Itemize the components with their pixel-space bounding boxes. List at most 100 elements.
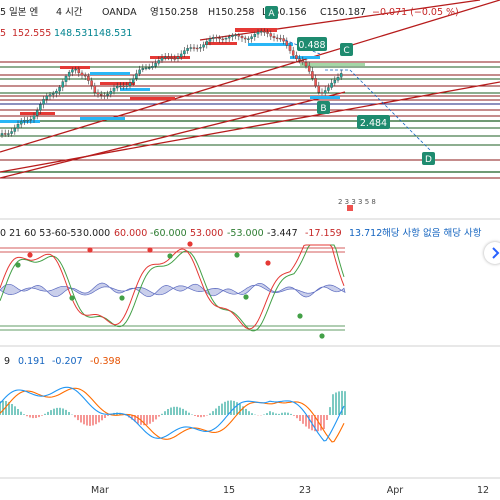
- candle-body: [55, 90, 58, 94]
- candle-body: [67, 71, 71, 77]
- wave-c-text: C: [343, 46, 349, 56]
- stoch-cross-dot: [167, 253, 173, 259]
- candle-body: [195, 47, 199, 50]
- candle-body: [7, 133, 10, 135]
- candle-body: [103, 95, 106, 97]
- candle-body: [141, 68, 145, 71]
- candle-body: [170, 57, 173, 59]
- header-open: 영150.258: [150, 7, 198, 18]
- stoch-cross-dot: [119, 295, 125, 301]
- macd-v2: -0.207: [52, 356, 83, 367]
- stoch-cross-dot: [319, 333, 325, 339]
- x-axis[interactable]: Mar 15 23 Apr 12: [91, 485, 489, 496]
- symbol-header[interactable]: 5 일본 엔 4 시간 OANDA 영150.258 H150.258 L150…: [0, 7, 459, 18]
- main-price-pane[interactable]: 5 일본 엔 4 시간 OANDA 영150.258 H150.258 L150…: [0, 0, 500, 211]
- header-change: −0.071 (−0.05 %): [372, 7, 459, 18]
- chevron-right-icon: [492, 247, 500, 259]
- candle-body: [144, 67, 148, 70]
- candle-body: [125, 85, 129, 87]
- stoch-v3: -60.000: [150, 228, 187, 239]
- stoch-v5: -53.000: [227, 228, 264, 239]
- stoch-legend: 0 21 60 53-60-53 0.000 60.000 -60.000 53…: [0, 227, 482, 239]
- trendlines[interactable]: [0, 0, 500, 179]
- x-axis-label-apr: Apr: [387, 485, 404, 496]
- candle-body: [93, 85, 97, 93]
- candle-body: [295, 55, 298, 59]
- candle-body: [336, 77, 340, 81]
- candle-body: [99, 94, 103, 96]
- wave-badge-c[interactable]: C: [340, 43, 353, 56]
- candle-body: [42, 99, 45, 105]
- macd-v3: -0.398: [90, 356, 121, 367]
- candle-body: [311, 71, 314, 79]
- candle-body: [71, 69, 74, 73]
- header-symbol: 일본 엔: [9, 7, 38, 18]
- candle-body: [13, 128, 17, 132]
- stoch-cross-dot: [297, 313, 303, 319]
- candle-body: [227, 36, 231, 39]
- stoch-d-line: [0, 244, 345, 332]
- candle-body: [323, 90, 327, 94]
- scroll-right-button[interactable]: [484, 242, 500, 264]
- measure-label-mid[interactable]: 2.484: [357, 115, 390, 129]
- candle-body: [320, 92, 324, 94]
- candle-body: [291, 50, 295, 56]
- macd-pane[interactable]: 9 0.191 -0.207 -0.398: [0, 356, 346, 443]
- candle-body: [167, 56, 170, 59]
- wave-badge-d[interactable]: D: [422, 152, 435, 165]
- header-close: C150.187: [320, 7, 366, 18]
- header-broker: OANDA: [102, 7, 137, 18]
- measure-label-top[interactable]: 0.488: [297, 37, 327, 51]
- candle-body: [45, 95, 49, 100]
- candle-body: [179, 53, 183, 58]
- stoch-cross-dot: [243, 294, 249, 300]
- candle-body: [301, 60, 305, 63]
- candle-body: [192, 47, 196, 49]
- candle-body: [58, 87, 61, 92]
- candle-body: [205, 41, 209, 45]
- stoch-cross-dot: [87, 247, 93, 253]
- candle-body: [3, 133, 7, 135]
- candle-body: [234, 34, 237, 37]
- candle-body: [19, 121, 23, 125]
- candle-body: [250, 36, 253, 39]
- candle-body: [109, 91, 113, 95]
- badge-teal-price-1: 148.531: [54, 28, 93, 39]
- stoch-cross-dot: [265, 260, 271, 266]
- stoch-note: 해당 사항 없음 해당 사항: [382, 227, 482, 239]
- stoch-cross-dot: [187, 241, 193, 247]
- candle-body: [163, 56, 167, 59]
- wave-badge-b[interactable]: B: [317, 101, 330, 114]
- stoch-cross-dot: [147, 247, 153, 253]
- header-high: H150.258: [208, 7, 254, 18]
- candle-body: [243, 37, 247, 40]
- stoch-v7: -17.159: [305, 228, 342, 239]
- candle-body: [51, 93, 55, 95]
- wave-b-text: B: [320, 104, 326, 114]
- candle-body: [330, 82, 333, 88]
- event-markers: 2 3 3 3 5 8: [338, 198, 376, 206]
- candle-body: [269, 33, 273, 37]
- candle-body: [298, 58, 301, 61]
- candle-body: [211, 37, 215, 39]
- candle-body: [39, 104, 42, 111]
- stoch-cross-dot: [69, 295, 75, 301]
- candle-body: [151, 66, 154, 68]
- stoch-params: 0 21 60 53-60-53: [0, 228, 82, 239]
- stoch-v1: 0.000: [83, 228, 110, 239]
- wave-badge-a[interactable]: A: [265, 6, 278, 19]
- candle-body: [224, 37, 228, 40]
- stoch-v6: -3.447: [267, 228, 298, 239]
- candle-body: [272, 36, 276, 39]
- candle-body: [122, 85, 125, 88]
- candle-body: [154, 63, 157, 67]
- event-flag-icon[interactable]: [347, 205, 353, 211]
- candle-body: [157, 60, 161, 64]
- stoch-v2: 60.000: [114, 228, 147, 239]
- candle-body: [275, 37, 279, 40]
- candle-body: [138, 69, 141, 74]
- header-low: L150.156: [262, 7, 307, 18]
- candle-body: [218, 37, 221, 40]
- stochastic-pane[interactable]: 0 21 60 53-60-53 0.000 60.000 -60.000 53…: [0, 227, 482, 339]
